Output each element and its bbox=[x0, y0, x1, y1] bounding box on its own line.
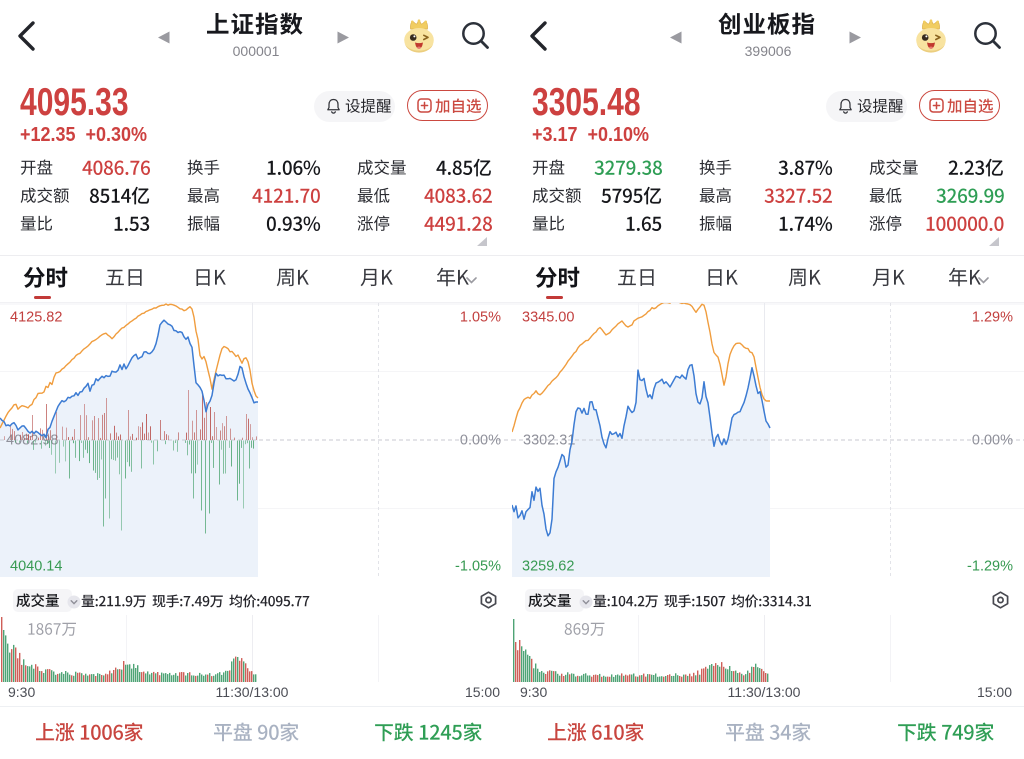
svg-text:4125.82: 4125.82 bbox=[10, 310, 62, 326]
svg-text:4040.14: 4040.14 bbox=[10, 559, 62, 575]
svg-text:0.00%: 0.00% bbox=[972, 433, 1013, 449]
svg-text:3345.00: 3345.00 bbox=[522, 310, 574, 326]
svg-text:1.29%: 1.29% bbox=[972, 310, 1013, 326]
svg-text:-1.29%: -1.29% bbox=[967, 559, 1013, 575]
svg-text:3259.62: 3259.62 bbox=[522, 559, 574, 575]
svg-text:3302.31: 3302.31 bbox=[523, 433, 575, 449]
svg-text:0.00%: 0.00% bbox=[460, 433, 501, 449]
svg-text:1.05%: 1.05% bbox=[460, 310, 501, 326]
svg-text:-1.05%: -1.05% bbox=[455, 559, 501, 575]
